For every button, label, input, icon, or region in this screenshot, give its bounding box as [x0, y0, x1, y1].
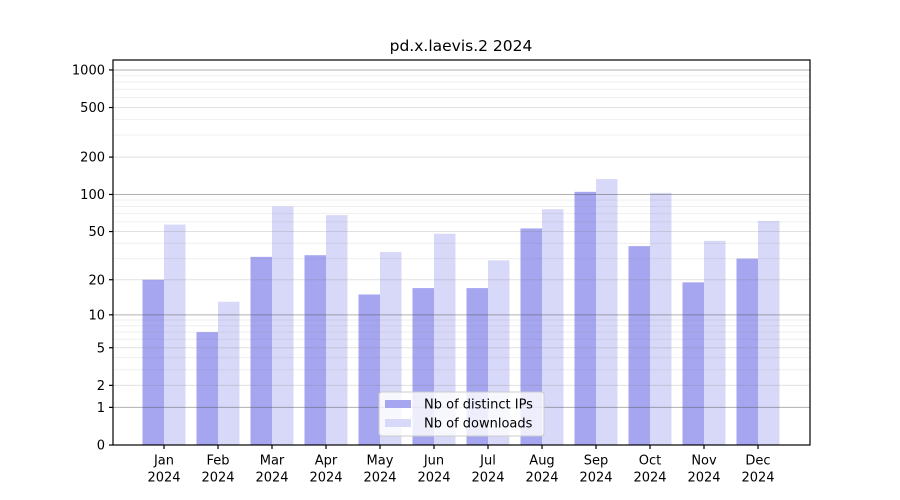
legend-swatch-distinct-ips [385, 400, 411, 408]
axis-layer: 0 1 2 5 10 20 50 100 200 500 1000 Jan 2024 Feb 2024 Mar… [72, 63, 775, 485]
y-tick-label: 1000 [72, 63, 105, 78]
x-tick-label-year: 2024 [579, 471, 612, 486]
bar-downloads-aug [542, 209, 564, 445]
x-tick-label-year: 2024 [417, 471, 450, 486]
y-tick-label: 100 [80, 188, 105, 203]
legend-box [378, 391, 545, 437]
x-tick-label-month: Dec [745, 454, 770, 469]
bar-distinct-ips-nov [682, 282, 704, 445]
x-tick-label-year: 2024 [255, 471, 288, 486]
x-tick-label-month: Sep [584, 454, 609, 469]
x-tick-label-month: Feb [206, 454, 229, 469]
bar-downloads-mar [272, 206, 294, 445]
x-tick-label-month: Apr [315, 454, 338, 469]
x-tick-label-month: Aug [529, 454, 554, 469]
chart-title: pd.x.laevis.2 2024 [390, 37, 533, 55]
y-tick-label: 200 [80, 151, 105, 166]
bar-downloads-jan [164, 224, 186, 445]
x-tick-label-year: 2024 [363, 471, 396, 486]
bar-distinct-ips-apr [304, 255, 326, 445]
y-tick-label: 50 [88, 225, 105, 240]
x-tick-label-year: 2024 [201, 471, 234, 486]
bar-distinct-ips-may [358, 294, 380, 445]
x-tick-label-year: 2024 [741, 471, 774, 486]
y-tick-label: 1 [97, 401, 105, 416]
y-tick-label: 10 [88, 308, 105, 323]
bar-distinct-ips-jan [142, 279, 164, 445]
legend: Nb of distinct IPs Nb of downloads [378, 391, 545, 437]
bar-downloads-dec [758, 220, 780, 445]
x-tick-label-year: 2024 [687, 471, 720, 486]
bar-downloads-sep [596, 179, 618, 446]
bar-distinct-ips-feb [196, 332, 218, 445]
x-tick-label-year: 2024 [309, 471, 342, 486]
bar-distinct-ips-mar [250, 256, 272, 445]
bar-downloads-nov [704, 240, 726, 445]
y-tick-label: 0 [97, 439, 105, 454]
x-tick-label-year: 2024 [633, 471, 666, 486]
x-tick-label-year: 2024 [471, 471, 504, 486]
bar-distinct-ips-sep [574, 191, 596, 445]
legend-label-distinct-ips: Nb of distinct IPs [424, 398, 533, 413]
grid-layer [113, 69, 810, 408]
y-tick-label: 5 [97, 341, 105, 356]
plot-frame [112, 59, 811, 446]
x-tick-label-month: Jun [423, 454, 444, 469]
x-tick-label-month: May [367, 454, 394, 469]
x-tick-label-month: Nov [691, 454, 717, 469]
y-tick-label: 500 [80, 101, 105, 116]
y-tick-label: 20 [88, 273, 105, 288]
y-tick-label: 2 [97, 379, 105, 394]
legend-label-downloads: Nb of downloads [424, 417, 533, 432]
x-tick-label-year: 2024 [147, 471, 180, 486]
legend-swatch-downloads [385, 419, 411, 427]
x-tick-label-year: 2024 [525, 471, 558, 486]
x-tick-label-month: Jan [153, 454, 174, 469]
x-tick-label-month: Oct [639, 454, 661, 469]
bar-distinct-ips-dec [736, 258, 758, 445]
x-tick-label-month: Mar [260, 454, 285, 469]
bar-distinct-ips-oct [628, 246, 650, 445]
bar-downloads-feb [218, 301, 240, 445]
bar-distinct-ips-aug [520, 228, 542, 445]
x-tick-label-month: Jul [479, 454, 496, 469]
bar-downloads-oct [650, 192, 672, 445]
bar-downloads-apr [326, 215, 348, 445]
